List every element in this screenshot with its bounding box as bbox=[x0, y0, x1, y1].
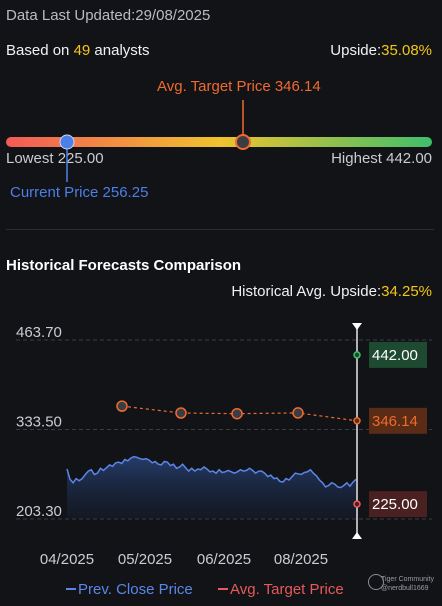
analyst-count: 49 bbox=[73, 42, 91, 59]
historical-upside-text: Historical Avg. Upside:34.25% bbox=[231, 283, 432, 300]
upside-text: Upside:35.08% bbox=[330, 42, 432, 59]
watermark-brand: Tiger Community bbox=[380, 576, 434, 583]
prev-close-line bbox=[66, 455, 357, 489]
price-range-bar bbox=[6, 100, 432, 182]
watermark: Tiger Community @nerdbull1669 bbox=[381, 575, 434, 593]
end-label-text: 346.14 bbox=[372, 413, 418, 430]
x-tick-label: 04/2025 bbox=[40, 551, 94, 568]
y-tick-label: 203.30 bbox=[16, 503, 62, 520]
avg-target-point bbox=[175, 407, 187, 419]
section-divider bbox=[6, 229, 434, 230]
avg-target-point bbox=[116, 400, 128, 412]
avg-target-marker bbox=[235, 134, 251, 150]
legend-prev-close-label: Prev. Close Price bbox=[78, 581, 193, 598]
watermark-user: @nerdbull1669 bbox=[380, 585, 429, 592]
current-price-marker bbox=[59, 134, 75, 150]
legend-avg-target-label: Avg. Target Price bbox=[230, 581, 344, 598]
lowest-label: Lowest 225.00 bbox=[6, 150, 104, 167]
range-gradient-bar bbox=[6, 137, 432, 147]
avg-target-point bbox=[292, 407, 304, 419]
data-updated-text: Data Last Updated:29/08/2025 bbox=[6, 7, 211, 24]
analyst-count-text: Based on 49 analysts bbox=[6, 42, 150, 59]
prev-close-area bbox=[67, 456, 356, 519]
crosshair-top-arrow bbox=[352, 323, 362, 330]
highest-label: Highest 442.00 bbox=[331, 150, 432, 167]
end-label-text: 442.00 bbox=[372, 347, 418, 364]
x-tick-label: 05/2025 bbox=[118, 551, 172, 568]
historical-title: Historical Forecasts Comparison bbox=[6, 257, 242, 274]
crosshair-bottom-arrow bbox=[352, 532, 362, 539]
end-label-box bbox=[369, 491, 427, 518]
end-marker bbox=[353, 351, 361, 359]
end-marker bbox=[353, 417, 361, 425]
legend-avg-target[interactable]: Avg. Target Price bbox=[218, 581, 344, 598]
y-tick-label: 463.70 bbox=[16, 324, 62, 341]
end-label-box bbox=[369, 407, 427, 434]
legend-avg-target-swatch bbox=[218, 588, 228, 590]
upside-value: 35.08% bbox=[381, 42, 432, 59]
y-tick-label: 333.50 bbox=[16, 414, 62, 431]
avg-target-point bbox=[231, 407, 243, 420]
end-label-text: 225.00 bbox=[372, 496, 418, 513]
historical-upside-value: 34.25% bbox=[381, 283, 432, 300]
end-label-box bbox=[369, 341, 427, 368]
x-tick-label: 06/2025 bbox=[197, 551, 251, 568]
tiger-logo-icon bbox=[368, 574, 384, 590]
avg-target-label: Avg. Target Price 346.14 bbox=[157, 78, 321, 95]
x-tick-label: 08/2025 bbox=[274, 551, 328, 568]
legend-prev-close[interactable]: Prev. Close Price bbox=[66, 581, 193, 598]
end-marker bbox=[353, 500, 361, 508]
current-price-label: Current Price 256.25 bbox=[10, 184, 149, 201]
legend-prev-close-swatch bbox=[66, 588, 76, 590]
